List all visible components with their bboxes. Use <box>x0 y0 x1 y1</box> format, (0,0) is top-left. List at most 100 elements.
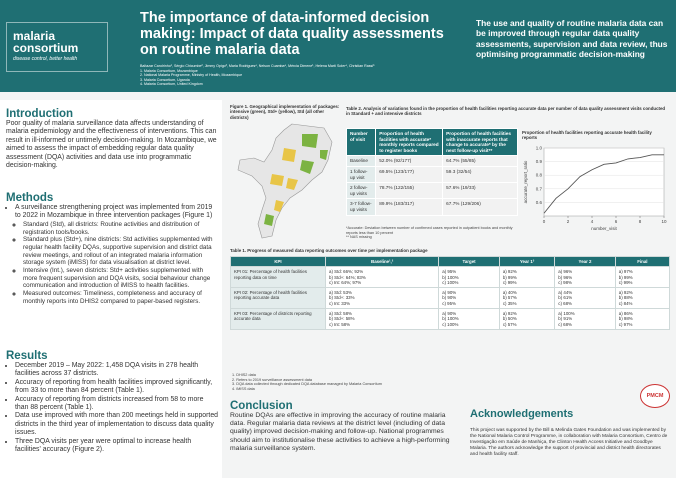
district-stdplus <box>282 148 296 162</box>
cell-line: c) 57% <box>502 321 517 327</box>
y-axis-label: accurate_report_ratio <box>523 160 528 203</box>
cell: a) 97% b) 99% c) 99% <box>614 266 671 289</box>
cell: 57.6% (19/33) <box>442 182 518 200</box>
paragraph: Poor quality of malaria surveillance dat… <box>6 120 217 170</box>
sub-bullet: Standard (Std), all districts: Routine a… <box>23 221 218 236</box>
cell: 69.5% (123/177) <box>375 165 444 184</box>
cell-line: c) Int: 64%; 97% <box>329 279 362 285</box>
row: 3-7 follow-up visits 89.9% (183/317) 67.7%… <box>345 198 518 216</box>
row: KPI 02: Percentage of health facilities … <box>230 287 671 310</box>
paragraph: This project was supported by the Bill &… <box>470 428 668 457</box>
cell-line: b) 50% <box>502 316 517 322</box>
cell: a) 92% b) 88% c) 84% <box>614 287 671 310</box>
y-tick-label: 0.9 <box>536 159 543 164</box>
row: KPI 03: Percentage of districts reportin… <box>230 308 671 330</box>
district-intensive <box>302 134 318 148</box>
partner-logo: PMCM <box>640 384 670 408</box>
cell-line: b) 98% <box>618 316 633 322</box>
methods: Methods A surveillance strengthening pro… <box>6 192 218 306</box>
district-intensive <box>300 160 314 174</box>
cell: a) 92% b) 50% c) 57% <box>498 308 556 330</box>
cell: a) 92% b) 99% c) 99% <box>498 266 556 289</box>
cell-line: c) Int: 33% <box>329 300 350 306</box>
header-cell: Number of visit <box>345 127 377 157</box>
logo-text: consortium <box>13 41 79 55</box>
line <box>543 154 664 214</box>
header-cell: Target <box>438 255 500 268</box>
cell-line: a) 90% <box>442 311 457 317</box>
cell: KPI 03: Percentage of districts reportin… <box>230 308 326 330</box>
district-intensive <box>264 214 274 226</box>
cell: 89.9% (183/317) <box>375 198 444 216</box>
header-cell: Year 1³ <box>498 255 556 268</box>
affiliation: 2. National Malaria Programme, Ministry … <box>140 73 243 78</box>
authors: Baltazar Candrinho¹, Sérgio Chicumbe², J… <box>140 64 460 87</box>
y-tick-label: 0.8 <box>536 173 543 178</box>
cell-line: a) 95% <box>442 269 457 275</box>
cell: a) 44% b) 61% c) 68% <box>554 287 616 310</box>
bullet-text: A surveillance strengthening project was… <box>15 204 213 220</box>
cell-line: c) 68% <box>558 321 572 327</box>
cell-line: c) Int: 58% <box>329 321 350 327</box>
cell-line: a) 92% <box>618 290 633 296</box>
bullet: Data use improved with more than 200 mee… <box>15 412 218 437</box>
row: 2 follow-up visits 78.7% (122/155) 57.6% (… <box>345 182 518 200</box>
cell-line: a) 92% <box>502 311 517 317</box>
cell: a) 95% b) 100% c) 100% <box>438 266 500 289</box>
key-message: The use and quality of routine malaria d… <box>476 18 668 60</box>
cell-line: b) Std+: 64%; 83% <box>329 274 366 280</box>
cell-line: a) Std: 58% <box>329 311 352 317</box>
affiliation: 1. Malaria Consortium, Mozambique <box>140 68 198 73</box>
cell: a) 96% b) 96% c) 98% <box>554 266 616 289</box>
plot-area <box>543 147 665 217</box>
affiliation: 3. Malaria Consortium, Uganda <box>140 77 190 82</box>
header-cell: Final <box>614 255 671 268</box>
header-cell: Year 2 <box>554 255 616 268</box>
list: December 2019 – May 2022: 1,458 DQA visi… <box>6 362 218 454</box>
chart: 0.6 0.7 0.8 0.9 1.0 0 2 4 6 8 10 number_visit accura… <box>523 146 667 232</box>
cell: KPI 02: Percentage of health facilities … <box>230 287 326 310</box>
note: *Accurate: Deviation between number of c… <box>346 226 513 235</box>
cell-line: a) 86% <box>618 311 633 317</box>
cell: 1 follow-up visit <box>345 165 377 184</box>
cell: 64.7% (55/85) <box>442 155 518 167</box>
cell-line: b) 91% <box>558 316 573 322</box>
note: 3. DQA data collected through dedicated … <box>232 382 382 387</box>
note: ** NAS missing <box>346 235 372 240</box>
cell-line: a) 97% <box>618 269 633 275</box>
table-notes: *Accurate: Deviation between number of c… <box>346 226 518 240</box>
sub-list: Standard (Std), all districts: Routine a… <box>15 221 218 306</box>
affiliations: 1. Malaria Consortium, Mozambique 2. Nati… <box>140 69 460 87</box>
cell-line: c) 95% <box>442 300 456 306</box>
cell-line: a) 40% <box>502 290 517 296</box>
cell-line: c) 100% <box>442 321 459 327</box>
header-cell: Proportion of health facilities with ina… <box>442 127 518 157</box>
cell-line: b) 57% <box>502 295 517 301</box>
introduction: Introduction Poor quality of malaria sur… <box>6 108 218 170</box>
row: KPI 01: Percentage of health facilities … <box>230 266 671 289</box>
header-row: Number of visit Proportion of health faci… <box>345 127 518 157</box>
paragraph: Routine DQAs are effective in improving … <box>230 412 450 452</box>
cell: a) Std: 53% b) Std+: 33% c) Int: 33% <box>324 287 440 310</box>
bullet: Accuracy of reporting from districts inc… <box>15 396 218 413</box>
cell: 67.7% (129/206) <box>442 198 518 216</box>
district-stdplus <box>274 200 284 212</box>
conclusion: Conclusion Routine DQAs are effective in… <box>230 400 458 453</box>
bullet: Accuracy of reporting from health facili… <box>15 379 218 396</box>
cell-line: c) 98% <box>558 279 572 285</box>
cell-line: b) Std+: 58% <box>329 316 355 322</box>
cell-line: c) 97% <box>618 321 633 327</box>
country-outline <box>237 123 333 239</box>
x-tick-label: 4 <box>591 219 594 224</box>
cell-line: c) 35% <box>502 300 517 306</box>
row: 1 follow-up visit 69.5% (123/177) 59.3 (32… <box>345 165 518 184</box>
cell-line: a) 92% <box>502 269 517 275</box>
y-tick-label: 0.6 <box>536 200 543 205</box>
acknowledgements: Acknowledgements This project was suppor… <box>470 408 670 458</box>
x-tick-label: 2 <box>567 219 570 224</box>
header-cell: Baseline¹,² <box>324 255 440 268</box>
row: Baseline 52.0% (92/177) 64.7% (55/85) <box>345 155 518 167</box>
x-tick-label: 6 <box>615 219 618 224</box>
map <box>237 123 333 239</box>
